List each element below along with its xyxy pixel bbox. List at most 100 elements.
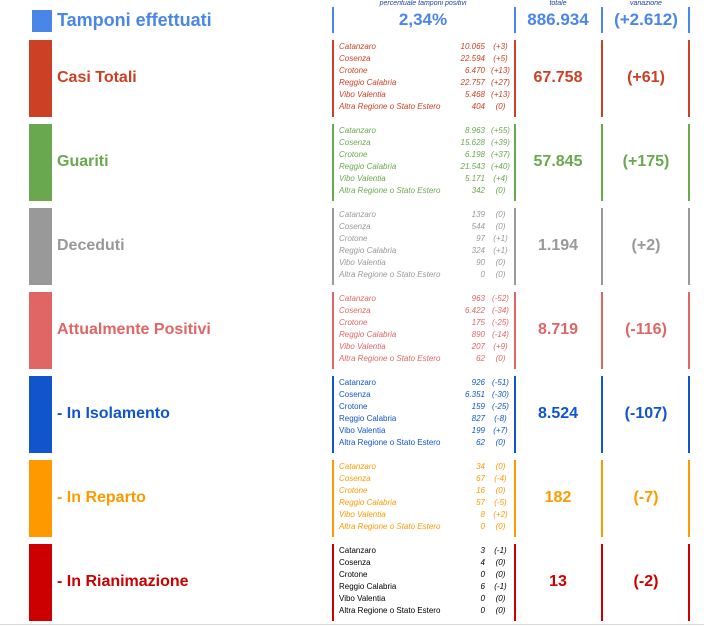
province-delta: (+27) <box>491 78 510 87</box>
rianimazione-title: - In Rianimazione <box>57 573 189 590</box>
divider <box>514 124 516 201</box>
casi-totali-color-box <box>29 40 52 117</box>
province-value: 5.171 <box>464 174 485 183</box>
list-item: Vibo Valentia 90 (0) <box>333 258 513 270</box>
province-name: Catanzaro <box>339 42 376 51</box>
tamponi-total: 886.934 <box>527 10 589 29</box>
province-value: 16 <box>476 486 485 495</box>
list-item: Catanzaro 926 (-51) <box>333 378 513 390</box>
province-name: Reggio Calabria <box>339 246 397 255</box>
province-value: 926 <box>471 378 485 387</box>
list-item: Altra Regione o Stato Estero 0 (0) <box>333 270 513 282</box>
province-delta: (0) <box>495 210 506 219</box>
list-item: Reggio Calabria 22.757 (+27) <box>333 78 513 90</box>
province-delta: (+40) <box>491 162 510 171</box>
province-name: Catanzaro <box>339 126 376 135</box>
province-value: 4 <box>480 558 485 567</box>
list-item: Cosenza 15.628 (+39) <box>333 138 513 150</box>
list-item: Cosenza 544 (0) <box>333 222 513 234</box>
province-name: Reggio Calabria <box>339 582 397 591</box>
rianimazione-color-box <box>29 544 52 621</box>
province-delta: (0) <box>495 438 506 447</box>
pct-label: percentuale tamponi positivi <box>379 0 467 7</box>
divider <box>601 544 603 621</box>
province-name: Crotone <box>339 66 368 75</box>
list-item: Catanzaro 8.963 (+55) <box>333 126 513 138</box>
divider <box>601 292 603 369</box>
province-value: 62 <box>476 354 485 363</box>
list-item: Vibo Valentia 8 (+2) <box>333 510 513 522</box>
province-value: 324 <box>471 246 485 255</box>
divider <box>688 544 690 621</box>
province-value: 8 <box>480 510 485 519</box>
province-name: Reggio Calabria <box>339 162 397 171</box>
casi-totali-province-list: Catanzaro 10.065 (+3) Cosenza 22.594 (+5) Cr… <box>333 40 513 117</box>
province-delta: (+4) <box>493 174 508 183</box>
deceduti-variation: (+2) <box>631 237 661 254</box>
positivi-total: 8.719 <box>537 321 579 338</box>
section-casi-totali: Casi Totali Catanzaro 10.065 (+3) Cosenza 2… <box>0 40 704 117</box>
divider <box>514 292 516 369</box>
province-delta: (-34) <box>492 306 509 315</box>
province-delta: (0) <box>495 462 506 471</box>
province-delta: (+39) <box>491 138 510 147</box>
province-value: 57 <box>476 498 485 507</box>
province-delta: (-25) <box>492 318 509 327</box>
list-item: Altra Regione o Stato Estero 62 (0) <box>333 354 513 366</box>
list-item: Catanzaro 34 (0) <box>333 462 513 474</box>
header-divider-4 <box>688 7 690 33</box>
province-name: Catanzaro <box>339 378 376 387</box>
province-value: 0 <box>480 270 485 279</box>
province-value: 8.963 <box>464 126 485 135</box>
province-delta: (+13) <box>491 66 510 75</box>
province-name: Crotone <box>339 486 368 495</box>
total-label: totale <box>549 0 567 7</box>
divider <box>601 208 603 285</box>
province-name: Catanzaro <box>339 546 376 555</box>
list-item: Reggio Calabria 890 (-14) <box>333 330 513 342</box>
province-value: 22.757 <box>460 78 485 87</box>
province-value: 544 <box>471 222 485 231</box>
province-delta: (+5) <box>493 54 508 63</box>
deceduti-color-box <box>29 208 52 285</box>
divider <box>688 40 690 117</box>
list-item: Cosenza 6.422 (-34) <box>333 306 513 318</box>
isolamento-total: 8.524 <box>537 405 579 422</box>
list-item: Altra Regione o Stato Estero 342 (0) <box>333 186 513 198</box>
guariti-variation: (+175) <box>622 153 670 170</box>
province-delta: (0) <box>495 606 506 615</box>
province-delta: (0) <box>495 594 506 603</box>
list-item: Vibo Valentia 5.171 (+4) <box>333 174 513 186</box>
province-delta: (+3) <box>493 42 508 51</box>
list-item: Catanzaro 3 (-1) <box>333 546 513 558</box>
province-name: Reggio Calabria <box>339 78 397 87</box>
divider <box>332 292 334 369</box>
list-item: Cosenza 6.351 (-30) <box>333 390 513 402</box>
province-delta: (0) <box>495 486 506 495</box>
list-item: Crotone 0 (0) <box>333 570 513 582</box>
tamponi-color-box <box>32 10 52 32</box>
divider <box>688 460 690 537</box>
province-name: Altra Regione o Stato Estero <box>339 186 441 195</box>
casi-totali-variation: (+61) <box>627 69 665 86</box>
list-item: Crotone 159 (-25) <box>333 402 513 414</box>
section-guariti: Guariti Catanzaro 8.963 (+55) Cosenza 15.62… <box>0 124 704 201</box>
list-item: Reggio Calabria 827 (-8) <box>333 414 513 426</box>
province-name: Altra Regione o Stato Estero <box>339 270 441 279</box>
province-delta: (+2) <box>493 510 508 519</box>
guariti-total: 57.845 <box>533 153 583 170</box>
province-name: Vibo Valentia <box>339 258 386 267</box>
province-name: Vibo Valentia <box>339 510 386 519</box>
province-value: 827 <box>471 414 485 423</box>
isolamento-color-box <box>29 376 52 453</box>
province-delta: (-52) <box>492 294 509 303</box>
divider <box>514 460 516 537</box>
divider <box>601 376 603 453</box>
province-value: 139 <box>471 210 485 219</box>
province-delta: (-8) <box>494 414 507 423</box>
list-item: Cosenza 67 (-4) <box>333 474 513 486</box>
list-item: Vibo Valentia 199 (+7) <box>333 426 513 438</box>
pct-value: 2,34% <box>398 10 448 29</box>
province-name: Altra Regione o Stato Estero <box>339 522 441 531</box>
province-delta: (0) <box>495 354 506 363</box>
